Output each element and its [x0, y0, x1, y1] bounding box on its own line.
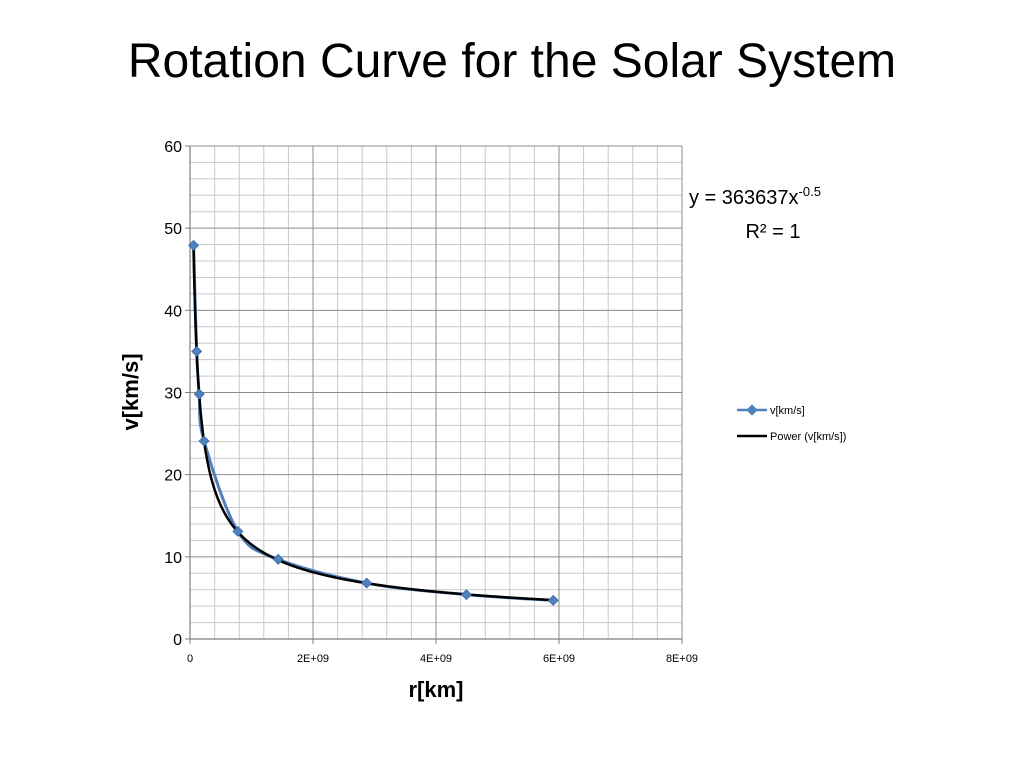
x-axis-label: r[km]	[408, 677, 463, 702]
data-point	[192, 346, 202, 356]
data-point	[362, 578, 372, 588]
y-tick-labels: 0 10 20 30 40 50 60	[164, 139, 182, 649]
y-axis-label: v[km/s]	[118, 353, 143, 430]
y-tick-label: 0	[173, 632, 182, 649]
y-tick-label: 30	[164, 386, 182, 403]
y-tick-label: 10	[164, 550, 182, 567]
legend-trendline-label: Power (v[km/s])	[770, 431, 846, 443]
series-line-v	[194, 245, 554, 600]
y-tick-label: 40	[164, 303, 182, 320]
y-tick-label: 20	[164, 468, 182, 485]
legend-series-marker	[746, 404, 757, 415]
legend-series-label: v[km/s]	[770, 405, 805, 417]
power-trendline	[194, 246, 554, 600]
equation-base: y = 363637x	[689, 187, 799, 209]
x-tick-label: 0	[187, 653, 193, 665]
x-tick-label: 2E+09	[297, 653, 329, 665]
r-squared-value: R² = 1	[745, 221, 800, 243]
series-lines	[194, 245, 554, 600]
data-point	[548, 595, 558, 605]
x-tick-labels: 0 2E+09 4E+09 6E+09 8E+09	[187, 653, 698, 665]
data-point	[199, 436, 209, 446]
axes	[185, 146, 682, 644]
y-tick-label: 50	[164, 221, 182, 238]
x-tick-label: 4E+09	[420, 653, 452, 665]
trendline-equation: y = 363637x-0.5	[689, 184, 821, 209]
legend: v[km/s] Power (v[km/s])	[737, 404, 846, 443]
x-tick-label: 8E+09	[666, 653, 698, 665]
equation-exponent: -0.5	[799, 184, 821, 199]
data-point	[461, 590, 471, 600]
data-point	[194, 389, 204, 399]
x-tick-label: 6E+09	[543, 653, 575, 665]
rotation-curve-chart: 0 10 20 30 40 50 60 0 2E+09 4E+09 6E+09 8E+09 r[km…	[0, 0, 1024, 768]
series-points	[189, 240, 559, 605]
y-tick-label: 60	[164, 139, 182, 156]
